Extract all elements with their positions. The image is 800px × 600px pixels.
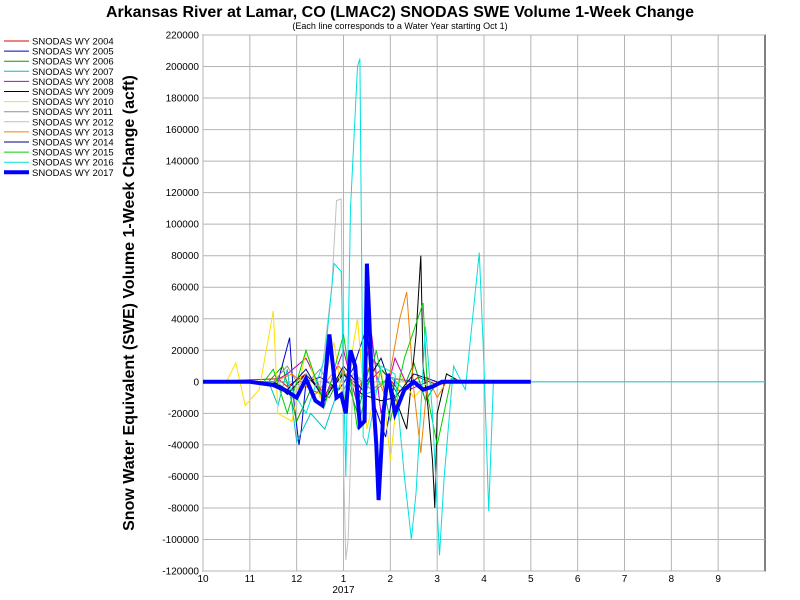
legend-entry: SNODAS WY 2004 [32, 37, 114, 48]
x-tick-label: 2 [388, 574, 394, 585]
legend-entry: SNODAS WY 2015 [32, 148, 114, 159]
x-tick-label: 9 [715, 574, 721, 585]
legend-entry: SNODAS WY 2009 [32, 87, 114, 98]
legend-entry: SNODAS WY 2007 [32, 67, 114, 78]
y-tick-label: -20000 [168, 409, 200, 420]
x-tick-label: 8 [669, 574, 675, 585]
chart-subtitle: (Each line corresponds to a Water Year s… [292, 21, 507, 31]
x-tick-label: 7 [622, 574, 628, 585]
x-year-label: 2017 [332, 585, 355, 596]
series-line [203, 365, 410, 399]
y-tick-label: 160000 [166, 125, 200, 136]
y-tick-label: -100000 [162, 535, 199, 546]
series-line [203, 310, 429, 461]
chart-title: Arkansas River at Lamar, CO (LMAC2) SNOD… [106, 4, 694, 21]
y-tick-label: 60000 [171, 283, 199, 294]
y-tick-label: -80000 [168, 503, 200, 514]
x-tick-label: 1 [341, 574, 347, 585]
y-tick-label: 120000 [166, 188, 200, 199]
y-tick-label: 180000 [166, 94, 200, 105]
legend-entry: SNODAS WY 2013 [32, 127, 114, 138]
y-tick-label: -40000 [168, 440, 200, 451]
legend-entry: SNODAS WY 2011 [32, 107, 113, 118]
x-tick-label: 10 [197, 574, 209, 585]
y-tick-label: 220000 [166, 31, 200, 42]
y-axis-label: Snow Water Equivalent (SWE) Volume 1-Wee… [121, 75, 138, 531]
legend-entry: SNODAS WY 2008 [32, 77, 114, 88]
legend-entry: SNODAS WY 2012 [32, 117, 114, 128]
y-tick-label: 100000 [166, 220, 200, 231]
x-tick-label: 12 [291, 574, 303, 585]
legend-entry: SNODAS WY 2014 [32, 138, 114, 149]
plot-area: 2200002000001800001600001400001200001000… [162, 31, 766, 596]
y-tick-label: -120000 [162, 567, 199, 578]
y-tick-label: 140000 [166, 157, 200, 168]
x-tick-label: 11 [245, 574, 256, 585]
legend-entry: SNODAS WY 2005 [32, 47, 114, 58]
legend-entry: SNODAS WY 2016 [32, 158, 114, 169]
x-tick-label: 6 [575, 574, 581, 585]
series-line [203, 58, 765, 556]
legend-entry: SNODAS WY 2010 [32, 97, 114, 108]
legend-entry: SNODAS WY 2006 [32, 57, 114, 68]
y-tick-label: 40000 [171, 314, 199, 325]
x-tick-label: 4 [481, 574, 487, 585]
y-tick-label: 0 [193, 377, 199, 388]
series-line [203, 263, 531, 501]
y-tick-label: 80000 [171, 251, 199, 262]
legend-entry: SNODAS WY 2017 [32, 168, 114, 179]
y-tick-label: -60000 [168, 472, 200, 483]
y-tick-label: 20000 [171, 346, 199, 357]
x-tick-label: 5 [528, 574, 534, 585]
x-tick-label: 3 [434, 574, 440, 585]
y-tick-label: 200000 [166, 62, 200, 73]
